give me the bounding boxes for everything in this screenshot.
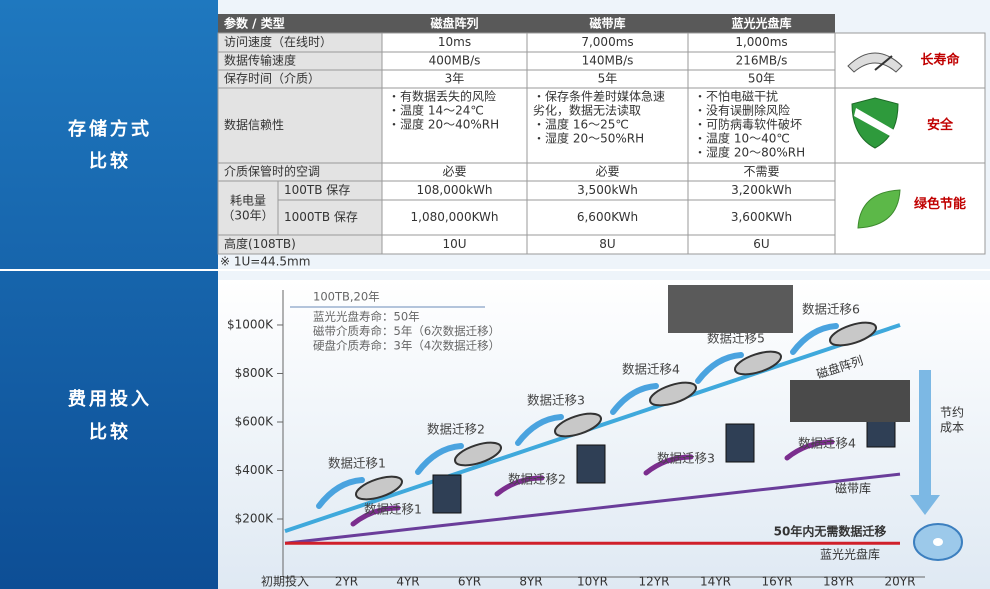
- saving-label: 成本: [940, 421, 964, 435]
- cell-text: ・温度 16～25℃: [533, 117, 629, 132]
- x-tick-label: 初期投入: [261, 574, 309, 589]
- migration-label: 数据迁移3: [657, 451, 715, 466]
- note-title: 100TB,20年: [313, 290, 380, 304]
- cell-text: 劣化，数据无法读取: [533, 103, 641, 118]
- migration-label: 数据迁移4: [622, 362, 680, 377]
- x-tick-label: 4YR: [396, 575, 419, 589]
- cell-text: ・湿度 20～40%RH: [388, 117, 499, 132]
- section-title: 费用投入: [68, 388, 152, 410]
- cell-text: 必要: [595, 165, 619, 179]
- y-tick-label: $1000K: [227, 317, 274, 331]
- side-panel: [0, 0, 218, 589]
- x-tick-label: 14YR: [700, 575, 731, 589]
- cell-text: 不需要: [743, 165, 779, 179]
- y-tick-label: $600K: [235, 414, 275, 428]
- infographic: 存储方式比较费用投入比较参数 / 类型磁盘阵列磁带库蓝光光盘库访问速度（在线时）…: [0, 0, 990, 589]
- note-line: 硬盘介质寿命：3年（4次数据迁移）: [313, 339, 500, 353]
- page: {"sections":[["存储方式","比较"],["费用投入","比较"]…: [0, 0, 990, 589]
- cell-text: 1,000ms: [735, 35, 787, 49]
- row-label: 介质保管时的空调: [224, 164, 320, 179]
- note-line: 磁带介质寿命：5年（6次数据迁移）: [313, 324, 500, 338]
- cell-text: 8U: [599, 237, 615, 251]
- migration-label: 数据迁移1: [364, 502, 422, 517]
- cell-text: 216MB/s: [736, 54, 788, 68]
- cell-text: ・可防病毒软件破坏: [694, 117, 802, 132]
- cell-text: 5年: [598, 72, 618, 86]
- row-label: 1000TB 保存: [284, 210, 358, 224]
- cell-text: ・湿度 20～80%RH: [694, 145, 805, 160]
- badge-label: 长寿命: [920, 52, 960, 68]
- row-label: 数据传输速度: [224, 53, 296, 68]
- section-title: 比较: [89, 150, 131, 172]
- group-label: 耗电量: [230, 194, 266, 208]
- x-tick-label: 16YR: [762, 575, 793, 589]
- cell-text: 50年: [748, 72, 775, 86]
- x-tick-label: 10YR: [577, 575, 608, 589]
- cell-text: ・不怕电磁干扰: [694, 89, 778, 104]
- section-title: 比较: [89, 421, 131, 443]
- table-note: ※ 1U=44.5mm: [220, 255, 310, 269]
- migration-label: 数据迁移3: [527, 393, 585, 408]
- row-label: 保存时间（介质）: [224, 72, 320, 86]
- row-label: 高度(108TB): [224, 236, 296, 251]
- migration-label: 数据迁移1: [328, 456, 386, 471]
- cell-text: ・没有误删除风险: [694, 103, 790, 118]
- cell-text: 140MB/s: [582, 54, 634, 68]
- cell-text: 10ms: [438, 35, 471, 49]
- cell-text: 10U: [442, 237, 466, 251]
- table-header: 蓝光光盘库: [731, 16, 791, 31]
- tape-icon: [726, 424, 754, 462]
- cell-text: 3,200kWh: [731, 183, 792, 197]
- table-header: 磁带库: [588, 16, 625, 31]
- row-label: 访问速度（在线时）: [224, 34, 332, 49]
- section-title: 存储方式: [68, 118, 152, 140]
- y-tick-label: $400K: [235, 463, 275, 477]
- cell-text: 108,000kWh: [416, 183, 492, 197]
- note-line: 蓝光光盘寿命：50年: [313, 310, 420, 324]
- cell-text: 6U: [753, 237, 769, 251]
- y-tick-label: $800K: [235, 366, 275, 380]
- disc-hole: [933, 538, 943, 546]
- cell-text: ・保存条件差时媒体急速: [533, 89, 665, 104]
- cell-text: 400MB/s: [429, 54, 481, 68]
- migration-label: 数据迁移6: [802, 302, 860, 317]
- cell-text: 3,600KWh: [731, 210, 792, 224]
- cell-text: ・湿度 20～50%RH: [533, 131, 644, 146]
- badge-label: 安全: [927, 117, 954, 133]
- x-tick-label: 8YR: [519, 575, 542, 589]
- tape-icon: [433, 475, 461, 513]
- photo-disks: [668, 285, 793, 333]
- tape-icon: [577, 445, 605, 483]
- disc-note: 50年内无需数据迁移: [774, 524, 887, 539]
- series-label: 磁带库: [835, 481, 871, 496]
- cell-text: ・温度 14～24℃: [388, 103, 484, 118]
- badge-label: 绿色节能: [914, 196, 966, 212]
- cell-text: 3,500kWh: [577, 183, 638, 197]
- group-label: （30年）: [222, 209, 273, 223]
- x-tick-label: 18YR: [823, 575, 854, 589]
- x-tick-label: 20YR: [885, 575, 916, 589]
- cell-text: ・温度 10～40℃: [694, 131, 790, 146]
- cell-text: 必要: [442, 165, 466, 179]
- table-header: 磁盘阵列: [429, 16, 478, 31]
- migration-label: 数据迁移4: [798, 436, 856, 451]
- migration-label: 数据迁移2: [508, 472, 566, 487]
- series-label: 蓝光光盘库: [820, 547, 880, 562]
- cell-text: 6,600KWh: [577, 210, 638, 224]
- table-header: 参数 / 类型: [224, 16, 285, 31]
- y-tick-label: $200K: [235, 511, 275, 525]
- migration-label: 数据迁移2: [427, 422, 485, 437]
- cell-text: 7,000ms: [581, 35, 633, 49]
- row-label: 100TB 保存: [284, 183, 350, 197]
- saving-label: 节约: [940, 405, 964, 420]
- x-tick-label: 12YR: [639, 575, 670, 589]
- cell-text: 1,080,000KWh: [411, 210, 499, 224]
- x-tick-label: 6YR: [458, 575, 481, 589]
- cell-text: ・有数据丢失的风险: [388, 89, 496, 104]
- row-label: 数据信赖性: [224, 117, 284, 132]
- x-tick-label: 2YR: [335, 575, 358, 589]
- photo-tapes: [790, 380, 910, 422]
- cell-text: 3年: [445, 72, 465, 86]
